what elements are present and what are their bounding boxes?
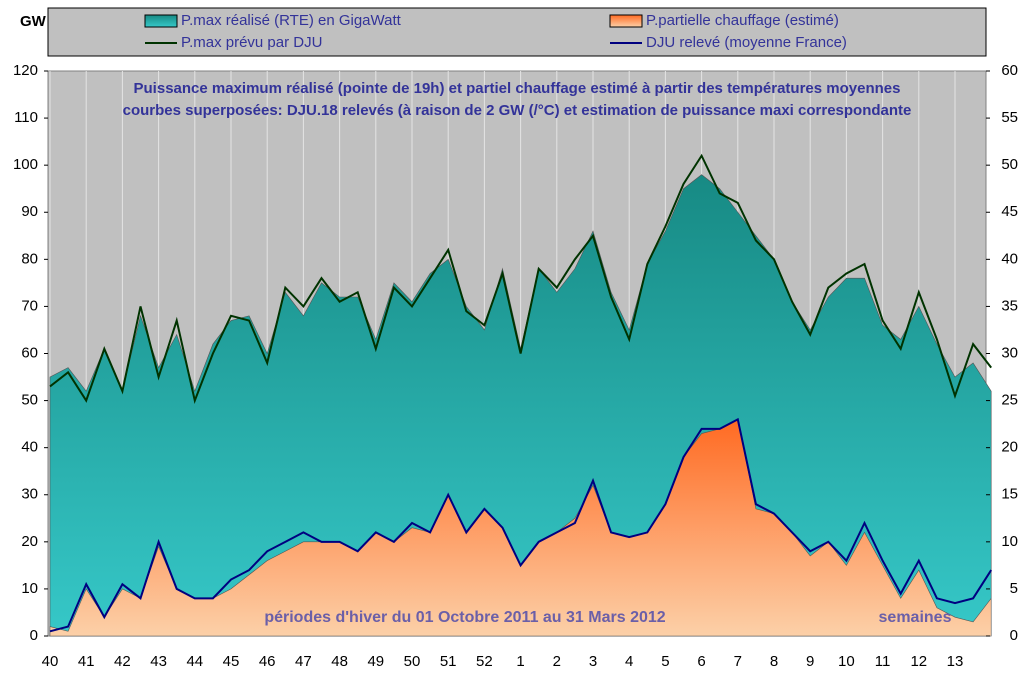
x-tick-label: 2 [553,653,561,670]
legend-swatch [609,14,643,28]
y2-tick-label: 60 [1001,62,1018,79]
y2-tick-label: 15 [1001,486,1018,503]
y-tick-label: 20 [21,533,38,550]
x-tick-label: 49 [367,653,384,670]
y2-tick-label: 30 [1001,344,1018,361]
x-tick-label: 6 [697,653,705,670]
x-tick-label: 43 [150,653,167,670]
x-tick-label: 12 [910,653,927,670]
legend-label: P.max prévu par DJU [181,34,322,51]
y-tick-label: 30 [21,486,38,503]
legend-label: P.partielle chauffage (estimé) [646,12,839,29]
annotation: périodes d'hiver du 01 Octobre 2011 au 3… [264,609,665,626]
y-tick-label: 60 [21,344,38,361]
y-tick-label: 120 [13,62,38,79]
annotation: semaines [879,609,952,626]
y-tick-label: 70 [21,297,38,314]
x-tick-label: 41 [78,653,95,670]
x-tick-label: 48 [331,653,348,670]
line [49,417,993,633]
x-tick-label: 46 [259,653,276,670]
y-tick-label: 10 [21,580,38,597]
y2-tick-label: 25 [1001,392,1018,409]
y-tick-label: 40 [21,439,38,456]
y2-tick-label: 45 [1001,203,1018,220]
x-tick-label: 50 [404,653,421,670]
legend-swatch [144,14,178,28]
y-tick-label: 50 [21,392,38,409]
legend-box [47,7,987,57]
x-tick-label: 51 [440,653,457,670]
legend-label: DJU relevé (moyenne France) [646,34,847,51]
line [49,153,992,405]
y2-tick-label: 50 [1001,156,1018,173]
x-tick-label: 42 [114,653,131,670]
y2-tick-label: 20 [1001,439,1018,456]
x-tick-label: 3 [589,653,597,670]
x-tick-label: 44 [186,653,203,670]
y2-tick-label: 40 [1001,250,1018,267]
x-tick-label: 47 [295,653,312,670]
y2-tick-label: 35 [1001,297,1018,314]
chart-subtitle: courbes superposées: DJU.18 relevés (à r… [123,102,912,119]
y2-tick-label: 10 [1001,533,1018,550]
legend-label: P.max réalisé (RTE) en GigaWatt [181,12,402,29]
y-tick-label: 0 [30,627,38,644]
y-tick-label: 80 [21,250,38,267]
y2-tick-label: 5 [1010,580,1018,597]
y2-tick-label: 55 [1001,109,1018,126]
x-tick-label: 5 [661,653,669,670]
x-tick-label: 8 [770,653,778,670]
y-tick-label: 100 [13,156,38,173]
y2-tick-label: 0 [1010,627,1018,644]
x-tick-label: 11 [875,653,891,670]
x-tick-label: 45 [223,653,240,670]
y-tick-label: 110 [14,109,38,126]
x-tick-label: 13 [947,653,964,670]
x-tick-label: 52 [476,653,493,670]
x-tick-label: 10 [838,653,855,670]
y-axis-label: GW [20,13,47,30]
chart-title: Puissance maximum réalisé (pointe de 19h… [134,80,901,97]
x-tick-label: 9 [806,653,814,670]
x-tick-label: 4 [625,653,633,670]
x-tick-label: 1 [516,653,524,670]
x-tick-label: 40 [42,653,59,670]
y-tick-label: 90 [21,203,38,220]
x-tick-label: 7 [734,653,742,670]
